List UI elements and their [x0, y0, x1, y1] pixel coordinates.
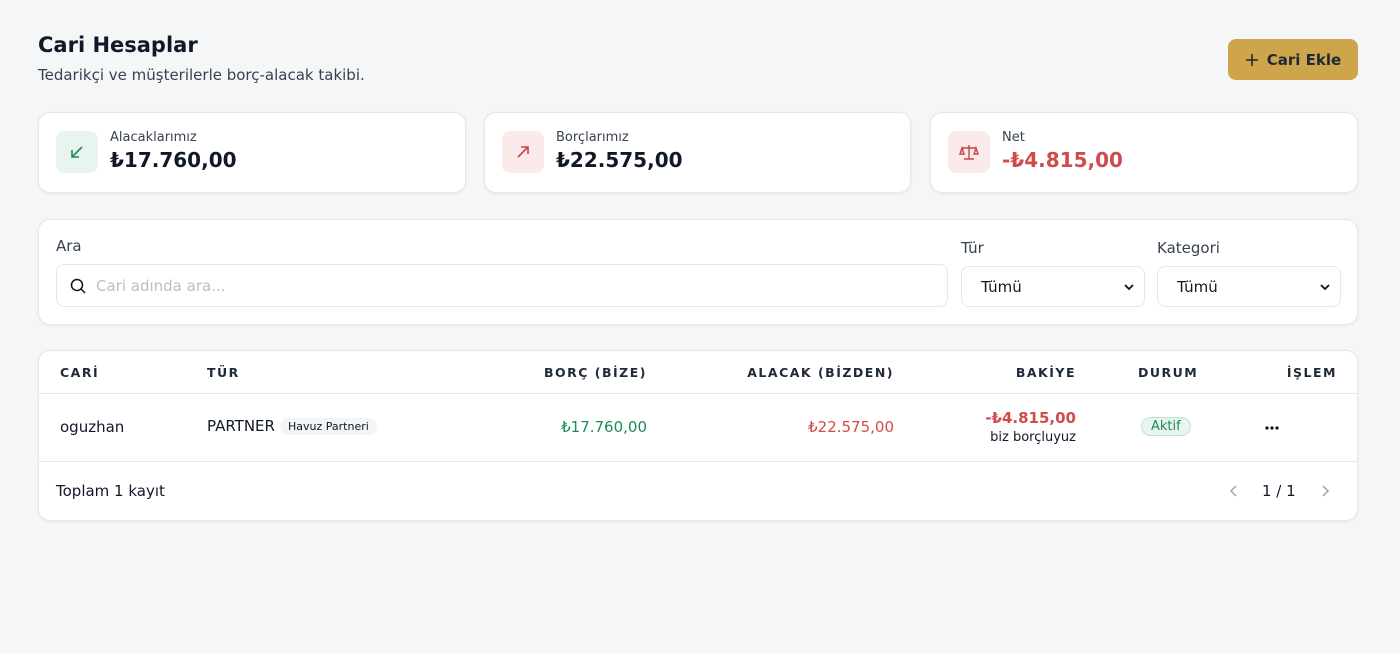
column-header: DURUM: [1138, 365, 1199, 380]
summary-value: -₺4.815,00: [1002, 148, 1123, 172]
page-indicator: 1 / 1: [1262, 482, 1296, 500]
summary-label: Net: [1002, 130, 1025, 145]
type-select[interactable]: Tümü: [961, 266, 1145, 307]
summary-value: ₺22.575,00: [556, 148, 683, 172]
cell-name: oguzhan: [60, 418, 125, 436]
type-label: Tür: [961, 239, 984, 257]
cell-balance: -₺4.815,00: [985, 409, 1076, 427]
page-title: Cari Hesaplar: [38, 33, 198, 57]
add-button[interactable]: Cari Ekle: [1228, 39, 1358, 80]
payable-icon: [502, 131, 544, 173]
prev-page[interactable]: [1229, 485, 1239, 497]
search-icon: [70, 278, 86, 294]
category-value: Tümü: [1177, 277, 1218, 296]
category-select[interactable]: Tümü: [1157, 266, 1341, 307]
column-header: CARİ: [60, 365, 100, 380]
plus-icon: [1245, 53, 1258, 66]
column-header: BORÇ (BİZE): [543, 365, 647, 380]
summary-card: Net -₺4.815,00: [930, 112, 1358, 193]
column-header: TÜR: [207, 365, 240, 380]
category-badge: Havuz Partneri: [280, 418, 377, 435]
cell-credit: ₺22.575,00: [808, 418, 894, 436]
summary-value: ₺17.760,00: [110, 148, 237, 172]
total-count: Toplam 1 kayıt: [56, 482, 165, 500]
divider: [39, 461, 1357, 462]
summary-label: Borçlarımız: [556, 130, 629, 145]
receivable-icon: [56, 131, 98, 173]
table-card: CARİ TÜR BORÇ (BİZE) ALACAK (BİZDEN) BAK…: [38, 350, 1358, 521]
column-header: İŞLEM: [1286, 365, 1337, 380]
next-page[interactable]: [1320, 485, 1330, 497]
summary-card: Borçlarımız ₺22.575,00: [484, 112, 911, 193]
divider: [39, 393, 1357, 394]
cell-debt: ₺17.760,00: [561, 418, 647, 436]
column-header: BAKİYE: [1015, 365, 1076, 380]
summary-card: Alacaklarımız ₺17.760,00: [38, 112, 466, 193]
search-label: Ara: [56, 237, 82, 255]
row-actions[interactable]: [1264, 425, 1280, 431]
search-placeholder: Cari adında ara...: [96, 276, 226, 295]
add-button-label: Cari Ekle: [1266, 50, 1342, 69]
cell-type: PARTNER: [207, 417, 275, 435]
balance-note: biz borçluyuz: [990, 430, 1076, 445]
type-value: Tümü: [981, 277, 1022, 296]
summary-label: Alacaklarımız: [110, 130, 197, 145]
page-subtitle: Tedarikçi ve müşterilerle borç-alacak ta…: [38, 66, 365, 84]
filter-card: Ara Cari adında ara... Tür Tümü Kategori…: [38, 219, 1358, 325]
status-badge: Aktif: [1141, 417, 1191, 436]
net-icon: [948, 131, 990, 173]
column-header: ALACAK (BİZDEN): [747, 365, 894, 380]
category-label: Kategori: [1157, 239, 1220, 257]
search-input[interactable]: Cari adında ara...: [56, 264, 948, 307]
